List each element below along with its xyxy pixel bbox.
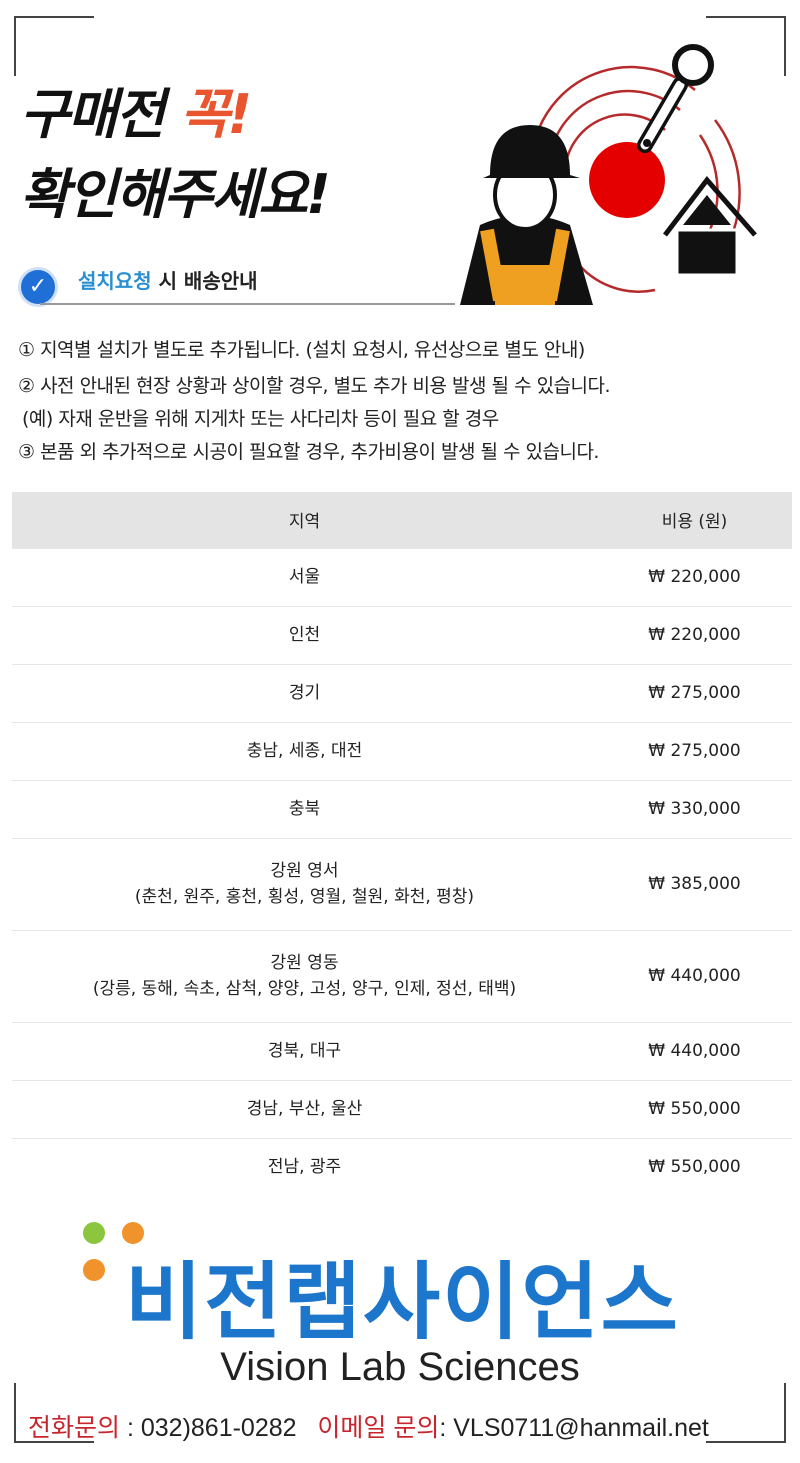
house-icon [663, 176, 757, 277]
region-name: 강원 영동 [270, 953, 339, 973]
table-row: 경북, 대구 ₩ 440,000 [12, 1021, 792, 1080]
worker-illustration [460, 44, 757, 305]
cost-cell: ₩ 550,000 [597, 1137, 792, 1196]
headline-line2: 확인해주세요! [20, 163, 331, 226]
brand-logo-dots [83, 1222, 144, 1281]
installation-cost-table: 지역 비용 (원) 서울 ₩ 220,000 인천 ₩ 220,000 경기 ₩ 275,… [12, 492, 792, 1196]
cost-cell: ₩ 275,000 [597, 663, 792, 722]
phone-label: 전화문의 [28, 1414, 121, 1442]
corner-decoration [14, 16, 94, 76]
cost-cell: ₩ 275,000 [597, 721, 792, 780]
contact-info: 전화문의 : 032)861-0282 이메일 문의: VLS0711@hanm… [28, 1408, 709, 1444]
region-cell: 경남, 부산, 울산 [12, 1079, 597, 1138]
email-label: 이메일 문의 [317, 1414, 440, 1442]
table-row: 서울 ₩ 220,000 [12, 547, 792, 606]
region-cell: 서울 [12, 547, 597, 606]
region-name: 경남, 부산, 울산 [246, 1099, 363, 1119]
notice-item: ③ 본품 외 추가적으로 시공이 필요할 경우, 추가비용이 발생 될 수 있습… [18, 441, 599, 463]
headline-line1: 구매전 꼭! [20, 83, 252, 146]
divider [40, 303, 455, 305]
region-name: 경북, 대구 [267, 1041, 342, 1061]
worker-icon [460, 125, 593, 305]
region-cell: 충북 [12, 779, 597, 838]
column-header-cost: 비용 (원) [597, 492, 792, 548]
table-row: 경남, 부산, 울산 ₩ 550,000 [12, 1079, 792, 1138]
region-name: 서울 [288, 567, 321, 587]
brand-name-english: Vision Lab Sciences [220, 1345, 580, 1389]
region-name: 강원 영서 [270, 861, 339, 881]
cost-cell: ₩ 220,000 [597, 605, 792, 664]
table-row: 인천 ₩ 220,000 [12, 605, 792, 664]
cost-cell: ₩ 550,000 [597, 1079, 792, 1138]
corner-decoration [706, 16, 786, 76]
email-address: : VLS0711@hanmail.net [439, 1414, 709, 1442]
cost-cell: ₩ 440,000 [597, 929, 792, 1022]
table-row: 경기 ₩ 275,000 [12, 663, 792, 722]
table-row: 충북 ₩ 330,000 [12, 779, 792, 838]
region-detail: (강릉, 동해, 속초, 삼척, 양양, 고성, 양구, 인제, 정선, 태백) [92, 979, 517, 999]
notice-item: (예) 자재 운반을 위해 지게차 또는 사다리차 등이 필요 할 경우 [22, 408, 499, 430]
cost-cell: ₩ 220,000 [597, 547, 792, 606]
column-header-region: 지역 [12, 492, 597, 548]
table-row: 강원 영동 (강릉, 동해, 속초, 삼척, 양양, 고성, 양구, 인제, 정선… [12, 929, 792, 1022]
table-row: 강원 영서 (춘천, 원주, 홍천, 횡성, 영월, 철원, 화천, 평창) ₩ 3… [12, 837, 792, 930]
region-cell: 전남, 광주 [12, 1137, 597, 1196]
region-cell: 경기 [12, 663, 597, 722]
region-cell: 강원 영서 (춘천, 원주, 홍천, 횡성, 영월, 철원, 화천, 평창) [12, 837, 597, 930]
region-cell: 인천 [12, 605, 597, 664]
region-name: 충북 [288, 799, 321, 819]
region-cell: 충남, 세종, 대전 [12, 721, 597, 780]
table-row: 충남, 세종, 대전 ₩ 275,000 [12, 721, 792, 780]
notice-list: ① 지역별 설치가 별도로 추가됩니다. (설치 요청시, 유선상으로 별도 안… [18, 332, 611, 470]
table-header: 지역 비용 (원) [12, 492, 792, 548]
corner-decoration [706, 1383, 786, 1443]
notice-item: ① 지역별 설치가 별도로 추가됩니다. (설치 요청시, 유선상으로 별도 안… [18, 339, 585, 361]
wrench-icon [637, 44, 714, 153]
region-name: 경기 [288, 683, 321, 703]
cost-cell: ₩ 440,000 [597, 1021, 792, 1080]
region-name: 인천 [288, 625, 321, 645]
region-detail: (춘천, 원주, 홍천, 횡성, 영월, 철원, 화천, 평창) [134, 887, 475, 907]
phone-number: : 032)861-0282 [120, 1414, 297, 1442]
region-cell: 강원 영동 (강릉, 동해, 속초, 삼척, 양양, 고성, 양구, 인제, 정선… [12, 929, 597, 1022]
cost-cell: ₩ 330,000 [597, 779, 792, 838]
subtitle: 설치요청 시 배송안내 [78, 269, 258, 293]
region-cell: 경북, 대구 [12, 1021, 597, 1080]
region-name: 전남, 광주 [267, 1157, 342, 1178]
notice-item: ② 사전 안내된 현장 상황과 상이할 경우, 별도 추가 비용 발생 될 수 … [18, 375, 611, 397]
check-icon: ✓ [18, 267, 58, 307]
table-row: 전남, 광주 ₩ 550,000 [12, 1137, 792, 1196]
corner-decoration [14, 1383, 94, 1443]
region-name: 충남, 세종, 대전 [246, 741, 363, 761]
cost-cell: ₩ 385,000 [597, 837, 792, 930]
brand-name-korean: 비전랩사이언스 [125, 1253, 680, 1351]
